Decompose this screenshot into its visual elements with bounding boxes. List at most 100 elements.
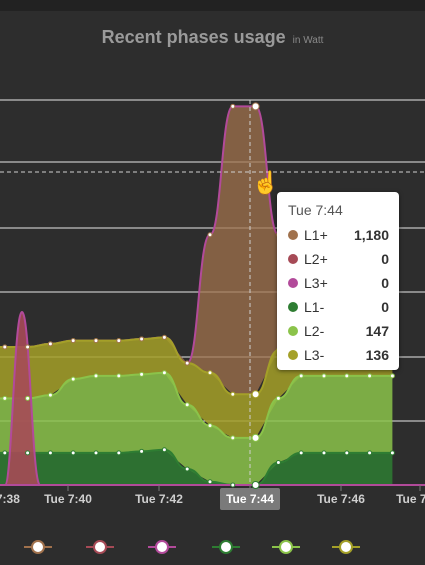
series-area-L1+ [0,106,393,395]
x-tick-label: Tue 7:44 [226,492,274,506]
data-point-L2- [251,433,260,442]
data-point-L1+ [116,338,122,344]
legend-marker-icon [279,540,293,554]
tooltip-dot [288,278,298,288]
data-point-L1- [207,479,213,485]
data-point-L1- [2,450,8,456]
x-tick-label: Tue 7:40 [44,492,92,506]
data-point-L1+ [251,102,260,111]
data-point-L1+ [93,338,99,344]
data-point-L1- [93,450,99,456]
legend-item-L3+[interactable] [148,536,176,558]
data-point-L3- [230,391,236,397]
legend-item-L1+[interactable] [24,536,52,558]
spike-l3-l2 [4,310,41,486]
data-point-L3- [207,370,213,376]
legend-marker-icon [219,540,233,554]
data-point-L1- [251,481,260,489]
top-bar [0,0,425,11]
data-point-L1- [321,450,327,456]
data-point-L2- [47,392,53,398]
data-point-L1- [184,466,190,472]
data-point-L1+ [139,336,145,342]
tooltip-dot [288,254,298,264]
tooltip: Tue 7:44 L1+ 1,180 L2+ 0 L3+ 0 L1- 0 L2- 147 L3- 13… [277,192,399,370]
data-point-L1- [230,482,236,488]
legend-marker-icon [339,540,353,554]
x-tick-label: Tue 7:46 [317,492,365,506]
x-tick-highlight [220,488,280,510]
tooltip-dot [288,302,298,312]
x-tick-label: Tue 7:48 [396,492,425,506]
data-point-L1- [367,450,373,456]
data-point-L1+ [2,344,8,350]
data-point-L1- [70,450,76,456]
tooltip-row-L2-: L2- 147 [288,322,389,340]
tooltip-row-L1-: L1- 0 [288,298,389,316]
data-point-L2- [321,373,327,379]
tooltip-series-value: 147 [365,323,389,339]
tooltip-dot [288,230,298,240]
data-point-L1- [389,450,395,456]
data-point-L1- [298,450,304,456]
data-point-L1- [47,450,53,456]
data-point-L2- [367,373,373,379]
data-point-L2- [344,373,350,379]
tooltip-header: Tue 7:44 [288,202,343,218]
pointer-cursor-icon: ☝ [252,170,280,195]
tooltip-series-value: 1,180 [353,227,389,243]
legend-item-L1-[interactable] [212,536,240,558]
tooltip-series-value: 0 [381,275,389,291]
data-point-L2- [2,395,8,401]
data-point-L1- [344,450,350,456]
legend-marker-icon [31,540,45,554]
data-point-L2- [139,371,145,377]
data-point-L1+ [230,103,236,109]
legend-item-L3-[interactable] [332,536,360,558]
data-point-L1- [25,450,31,456]
series-area-L1- [0,449,393,485]
series-area-L2- [0,372,393,485]
data-point-L2- [184,402,190,408]
tooltip-dot [288,326,298,336]
data-point-L2- [116,373,122,379]
series-area-L2+ [4,310,41,486]
x-axis: Tue 7:38 Tue 7:40 Tue 7:42 Tue 7:44 Tue 7:46… [0,485,425,510]
data-point-L1- [275,460,281,466]
data-point-L3- [251,390,260,399]
data-point-L1+ [184,360,190,366]
tooltip-series-name: L2- [304,323,325,339]
tooltip-series-name: L3+ [304,275,328,291]
tooltip-series-name: L2+ [304,251,328,267]
legend-item-L2+[interactable] [86,536,114,558]
data-point-L1- [161,447,167,453]
data-point-L2- [230,435,236,441]
chart-title: Recent phases usage in Watt [101,27,324,47]
tooltip-series-name: L1+ [304,227,328,243]
legend-marker-icon [155,540,169,554]
data-point-L2- [25,395,31,401]
data-point-L1+ [25,344,31,350]
tooltip-series-value: 0 [381,251,389,267]
x-tick-label: Tue 7:38 [0,492,20,506]
tooltip-series-value: 136 [365,347,389,363]
data-point-L2- [70,376,76,382]
data-point-L2- [93,373,99,379]
x-tick-label: Tue 7:42 [135,492,183,506]
data-point-L1+ [47,341,53,347]
tooltip-series-name: L1- [304,299,325,315]
legend-item-L2-[interactable] [272,536,300,558]
data-point-L2- [298,373,304,379]
data-point-L1- [139,448,145,454]
tooltip-dot [288,350,298,360]
data-point-L2- [389,373,395,379]
tooltip-row-L1+: L1+ 1,180 [288,226,389,244]
chart-subtitle: in Watt [292,35,324,46]
data-point-L2- [161,370,167,376]
data-point-L1+ [70,338,76,344]
tooltip-row-L3-: L3- 136 [288,346,389,364]
data-point-L1- [116,450,122,456]
data-point-L1+ [161,334,167,340]
tooltip-series-name: L3- [304,347,325,363]
